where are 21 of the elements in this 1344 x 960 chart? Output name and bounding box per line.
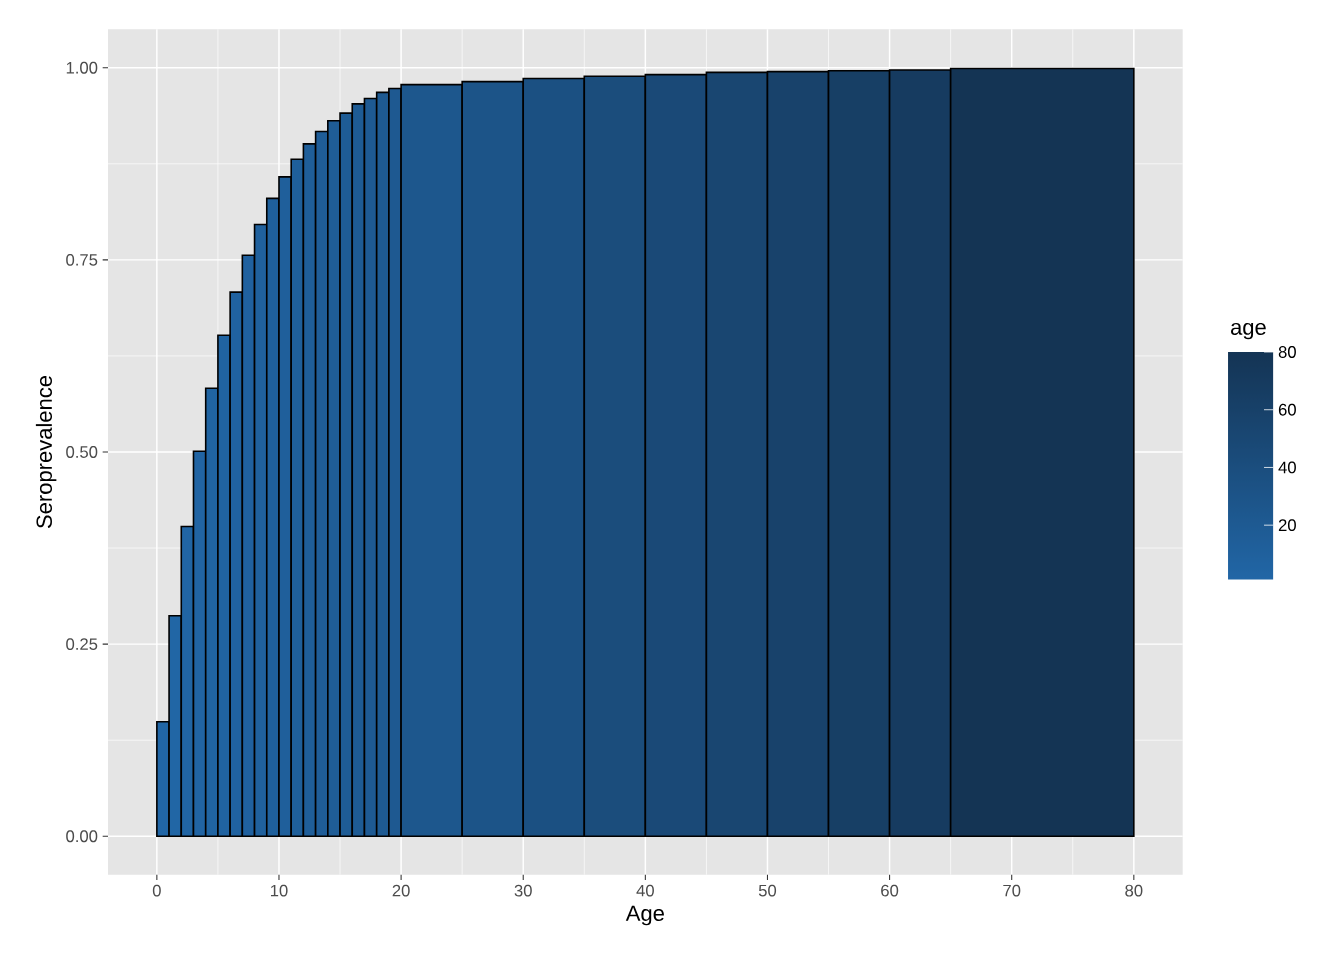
x-tick-label: 10 <box>270 884 288 897</box>
y-tick-label: 0.50 <box>66 446 98 458</box>
y-tick-label: 0.25 <box>66 638 98 651</box>
x-tick-label: 70 <box>1003 884 1021 897</box>
color-bar-label: 80 <box>1278 346 1296 358</box>
color-bar-label: 60 <box>1278 403 1296 416</box>
color-bar-title: age <box>1231 322 1266 340</box>
x-axis-title: Age <box>625 905 664 926</box>
x-tick-label: 50 <box>758 884 777 897</box>
y-tick-label: 0.75 <box>66 253 98 266</box>
x-tick-label: 60 <box>881 884 899 897</box>
x-tick-label: 30 <box>514 884 532 897</box>
y-tick-label: 0.00 <box>66 830 98 843</box>
y-tick-label: 1.00 <box>66 61 98 74</box>
color-bar-label: 20 <box>1278 519 1296 532</box>
x-tick-label: 0 <box>152 884 161 897</box>
x-tick-label: 40 <box>636 884 654 897</box>
x-tick-label: 20 <box>392 884 410 897</box>
x-tick-label: 80 <box>1125 884 1143 897</box>
y-axis-title: Seroprevalence <box>35 375 57 529</box>
color-bar-label: 40 <box>1278 461 1296 474</box>
